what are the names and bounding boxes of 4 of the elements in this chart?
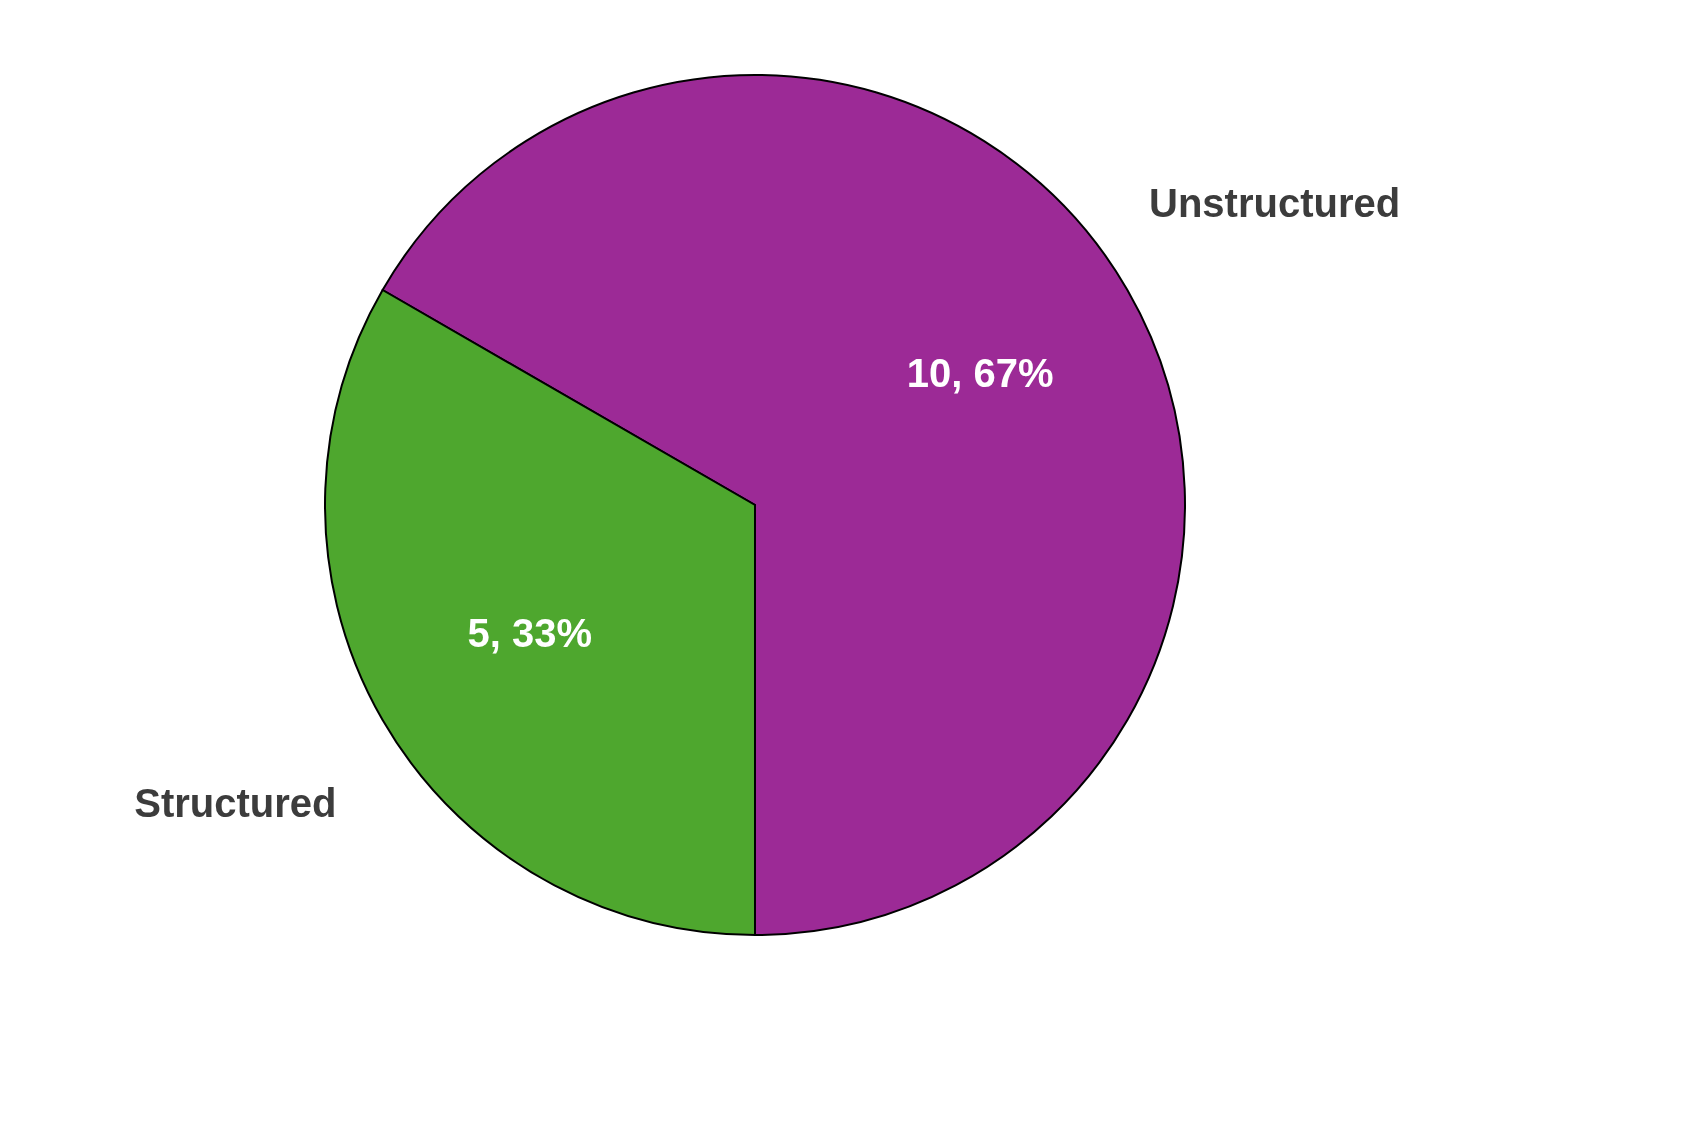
data-label: 5, 33% [467,611,593,655]
slice-label: Unstructured [1149,181,1401,225]
data-label: 10, 67% [906,351,1054,395]
slice-label: Structured [134,781,337,825]
